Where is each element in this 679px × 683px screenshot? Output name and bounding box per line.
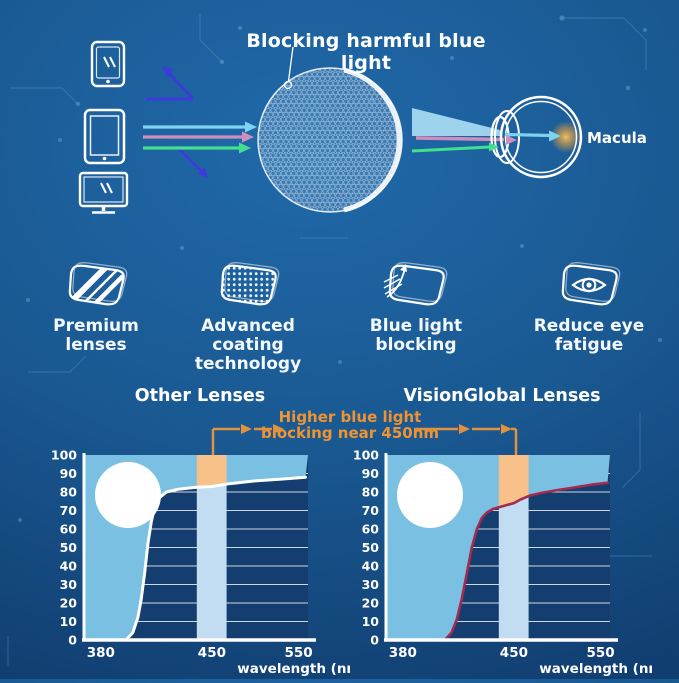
blue-light-blocking-icon	[383, 262, 448, 306]
other-lenses-title: Other Lenses	[134, 386, 266, 406]
svg-text:60: 60	[60, 522, 78, 537]
svg-text:80: 80	[362, 485, 380, 500]
eye-graphic	[490, 95, 583, 179]
feature-advanced-coating: Advanced coating technology	[178, 260, 318, 374]
svg-text:90: 90	[60, 466, 78, 481]
svg-text:40: 40	[362, 559, 380, 574]
svg-text:50: 50	[362, 540, 380, 555]
title-leader-line	[283, 46, 294, 90]
annotation-line2: blocking near 450nm	[260, 424, 440, 442]
coated-lens-graphic	[257, 67, 403, 213]
coating-lens-icon	[220, 262, 280, 306]
feature-label: Reduce eye fatigue	[533, 316, 645, 355]
other-lenses-chart: 0 10 20 30 40 50 60 70 80 90 100 380 450 550 wavelengt…	[50, 443, 367, 679]
svg-text:90: 90	[362, 466, 380, 481]
svg-text:450: 450	[500, 645, 528, 661]
svg-text:rate: rate	[115, 510, 141, 523]
svg-text:10: 10	[60, 614, 78, 629]
svg-text:0: 0	[68, 633, 77, 648]
annotation-line1: Higher blue light	[278, 408, 422, 426]
svg-text:20: 20	[362, 596, 380, 611]
visionglobal-lenses-chart: 0 10 20 30 40 50 60 70 80 90 100 380 450 550 wavelengt…	[352, 443, 669, 679]
svg-text:Blocking: Blocking	[403, 498, 456, 511]
higher-blocking-annotation: Higher blue light blocking near 450nm	[250, 409, 450, 441]
incoming-light-rays	[143, 121, 257, 154]
svg-text:≈21%: ≈21%	[96, 474, 161, 498]
premium-lens-icon	[68, 262, 128, 306]
feature-label: Blue light blocking	[369, 316, 463, 355]
svg-text:380: 380	[389, 645, 417, 661]
svg-text:60: 60	[362, 522, 380, 537]
eye-inner-arrows	[489, 130, 561, 152]
feature-premium-lenses: Premium lenses	[20, 260, 172, 355]
transmitted-beams	[411, 108, 505, 153]
svg-text:40: 40	[60, 559, 78, 574]
svg-text:0: 0	[370, 633, 379, 648]
tablet-icon	[83, 108, 126, 165]
feature-blue-light-blocking: Blue light blocking	[334, 260, 498, 355]
feature-reduce-eye-fatigue: Reduce eye fatigue	[506, 260, 672, 355]
reflected-blue-light-arrows	[146, 66, 208, 178]
svg-text:100: 100	[353, 448, 379, 463]
visionglobal-lenses-title: VisionGlobal Lenses	[403, 386, 601, 406]
feature-label: Premium lenses	[53, 316, 139, 355]
svg-text:30: 30	[362, 577, 380, 592]
macula-glow	[550, 121, 582, 153]
svg-text:Blocking: Blocking	[101, 498, 154, 511]
svg-text:80: 80	[60, 485, 78, 500]
svg-text:380: 380	[87, 645, 115, 661]
svg-text:rate: rate	[417, 510, 443, 523]
svg-text:450: 450	[198, 645, 226, 661]
monitor-icon	[78, 171, 129, 214]
svg-text:100: 100	[51, 448, 77, 463]
svg-text:550: 550	[285, 645, 313, 661]
svg-text:30: 30	[60, 577, 78, 592]
macula-label: Macula	[587, 129, 647, 147]
svg-text:10: 10	[362, 614, 380, 629]
hero-graphic	[78, 40, 583, 214]
svg-text:wavelength (nm): wavelength (nm)	[539, 661, 652, 677]
feature-label: Advanced coating technology	[194, 316, 302, 374]
svg-text:20: 20	[60, 596, 78, 611]
hero-title: Blocking harmful blue light	[246, 30, 486, 74]
svg-text:wavelength (nm): wavelength (nm)	[237, 661, 350, 677]
svg-text:70: 70	[362, 503, 380, 518]
svg-text:50: 50	[60, 540, 78, 555]
smartphone-icon	[90, 40, 126, 88]
svg-text:550: 550	[587, 645, 615, 661]
eye-fatigue-icon	[561, 262, 621, 306]
svg-text:≈40%: ≈40%	[398, 474, 463, 498]
svg-text:70: 70	[60, 503, 78, 518]
